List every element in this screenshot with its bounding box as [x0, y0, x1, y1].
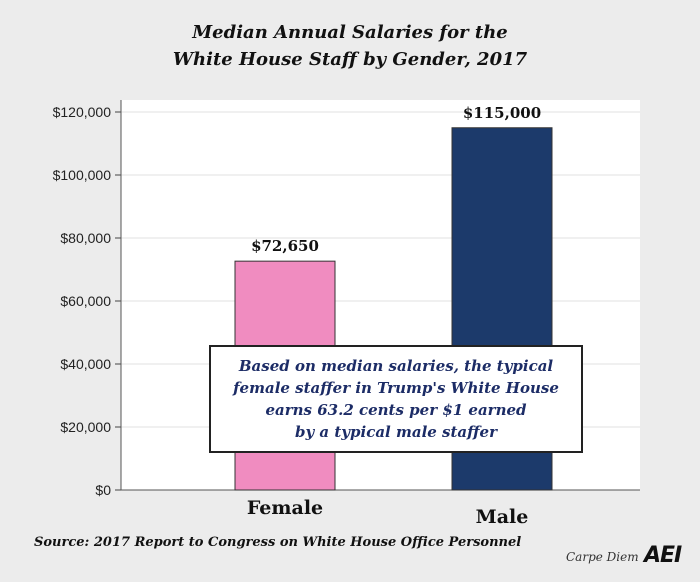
chart-title-line-2: White House Staff by Gender, 2017	[172, 49, 528, 70]
aei-logo: AEI	[644, 543, 682, 568]
y-tick-label: $60,000	[60, 293, 111, 309]
callout-box: Based on median salaries, the typical fe…	[209, 345, 583, 453]
brand-label: Carpe Diem	[566, 550, 639, 564]
data-label-male: $115,000	[463, 104, 541, 122]
source-note: Source: 2017 Report to Congress on White…	[34, 535, 522, 550]
y-tick-label: $0	[95, 482, 111, 498]
data-label-female: $72,650	[251, 237, 319, 255]
callout-line-3: earns 63.2 cents per $1 earned	[265, 401, 527, 419]
y-tick-label: $80,000	[60, 230, 111, 246]
y-tick-label: $40,000	[60, 356, 111, 372]
callout-line-1: Based on median salaries, the typical	[238, 357, 554, 375]
y-tick-label: $120,000	[53, 104, 112, 120]
category-label-female: Female	[247, 497, 323, 519]
y-tick-label: $100,000	[53, 167, 112, 183]
category-label-male: Male	[476, 506, 529, 528]
callout-line-4: by a typical male staffer	[295, 423, 497, 441]
chart-title-line-1: Median Annual Salaries for the	[192, 22, 508, 43]
y-tick-label: $20,000	[60, 419, 111, 435]
callout-line-2: female staffer in Trump's White House	[233, 379, 559, 397]
